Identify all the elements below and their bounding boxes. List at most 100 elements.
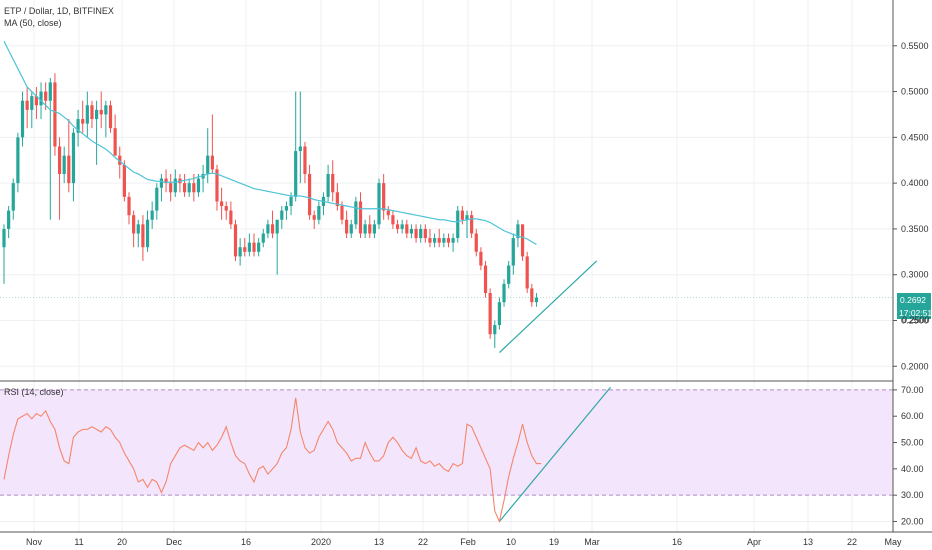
candle — [474, 228, 478, 257]
candle — [437, 228, 441, 248]
candle-body — [145, 219, 150, 248]
rsi-tick-label: 70.00 — [901, 385, 924, 395]
x-tick-label: 11 — [74, 537, 83, 547]
candle-body — [266, 224, 270, 234]
candle-body — [363, 224, 367, 234]
candle — [7, 206, 11, 239]
x-tick-label: Apr — [747, 537, 761, 547]
candle-body — [488, 293, 492, 335]
candle — [164, 169, 168, 193]
candle-body — [95, 109, 99, 120]
candle — [57, 137, 62, 220]
candle-body — [456, 210, 460, 239]
candle-body — [312, 215, 316, 220]
candle-body — [34, 96, 39, 106]
candle — [451, 233, 455, 252]
rsi-trendline — [498, 386, 611, 522]
x-tick-label: 10 — [506, 537, 516, 547]
candle-body — [358, 201, 363, 234]
candle — [233, 219, 238, 261]
candle-body — [62, 155, 66, 174]
candle-body — [57, 146, 62, 174]
candle — [81, 100, 85, 133]
candle-body — [104, 105, 108, 115]
candle-body — [470, 215, 474, 234]
rsi-line — [3, 397, 542, 524]
candle-body — [349, 224, 353, 234]
candle-body — [233, 224, 238, 257]
candle-body — [317, 206, 321, 220]
candle — [377, 178, 381, 229]
candle-body — [414, 228, 418, 239]
ma-series — [3, 40, 537, 245]
candle-body — [182, 183, 187, 193]
candle — [442, 233, 446, 248]
x-tick-label: 22 — [847, 537, 857, 547]
candle-body — [192, 183, 196, 193]
candle-body — [294, 151, 298, 197]
candle — [261, 228, 265, 248]
candle — [386, 206, 390, 220]
candle — [479, 247, 483, 271]
candle — [419, 224, 423, 243]
candle — [368, 215, 372, 239]
candle — [210, 114, 214, 174]
candle — [155, 183, 159, 220]
trendlines[interactable] — [498, 260, 611, 522]
candle — [345, 210, 349, 239]
candle-body — [85, 105, 89, 124]
candle — [534, 293, 539, 307]
candle-body — [442, 238, 446, 243]
candle — [335, 183, 339, 211]
candle — [307, 164, 312, 220]
last-price-tag — [897, 293, 931, 306]
candle-body — [257, 242, 261, 252]
candle-body — [419, 228, 423, 239]
candle — [173, 169, 177, 197]
candle — [238, 238, 242, 266]
candle-body — [169, 183, 173, 193]
candle-body — [90, 105, 94, 120]
candle-body — [39, 91, 43, 106]
symbol-title[interactable]: ETP / Dollar, 1D, BITFINEX — [4, 6, 114, 16]
candle — [525, 251, 529, 294]
candle — [414, 224, 418, 243]
candle-body — [132, 215, 136, 234]
candle-body — [377, 183, 381, 225]
x-tick-label: 19 — [549, 537, 559, 547]
candle-body — [474, 233, 478, 252]
countdown-tag — [897, 306, 931, 319]
rsi-tick-label: 30.00 — [901, 490, 924, 500]
price-tick-label: 0.2000 — [901, 361, 929, 371]
candle — [530, 283, 534, 307]
candle — [243, 238, 247, 257]
tick-labels: Nov 11 20 Dec 16 2020 13 22 Feb 10 19 Mar 16 Apr 13 22 M… — [26, 41, 929, 547]
candle — [67, 119, 71, 193]
candle-body — [113, 128, 117, 156]
candle — [483, 260, 488, 298]
candle — [280, 206, 284, 229]
candle — [16, 132, 20, 193]
candle — [113, 114, 117, 156]
last-price-label: 0.2692 — [900, 295, 926, 305]
candle-body — [534, 297, 539, 303]
candle — [141, 215, 145, 261]
candle-body — [53, 82, 57, 147]
candle-body — [307, 173, 312, 216]
price-trendline — [498, 260, 598, 353]
candle — [25, 86, 29, 129]
ma-legend[interactable]: MA (50, close) — [4, 18, 62, 28]
rsi-legend[interactable]: RSI (14, close) — [4, 387, 64, 397]
candle-body — [493, 325, 497, 335]
candle-body — [238, 247, 242, 257]
price-tick-label: 0.5000 — [901, 87, 929, 97]
candle-body — [150, 210, 154, 220]
candle-body — [196, 178, 201, 193]
x-tick-label: 22 — [418, 537, 428, 547]
candle — [108, 100, 113, 133]
candle-body — [340, 206, 344, 220]
candle — [405, 219, 409, 239]
candle — [372, 219, 376, 239]
x-tick-label: Dec — [166, 537, 183, 547]
